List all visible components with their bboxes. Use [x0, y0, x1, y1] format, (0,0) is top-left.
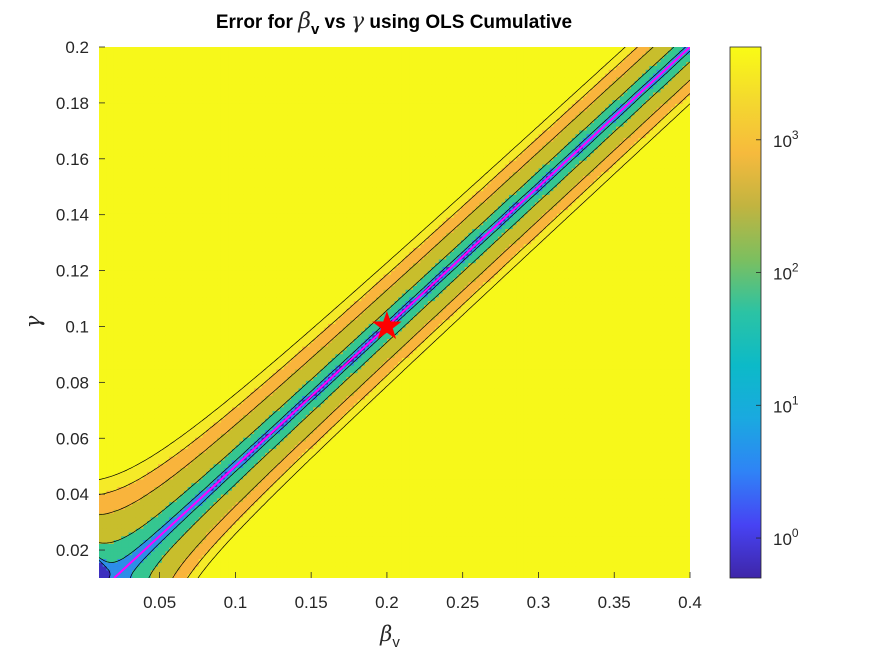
x-tick-label: 0.2 [375, 593, 399, 612]
x-tick-label: 0.4 [678, 593, 702, 612]
y-tick-label: 0.02 [56, 541, 89, 560]
colorbar: 100 101 102 103 [729, 46, 799, 579]
contour-line-4 [99, 47, 690, 578]
reference-line [113, 47, 690, 578]
contour-fill [99, 47, 690, 578]
plot-area [99, 47, 690, 578]
x-tick-label: 0.25 [446, 593, 479, 612]
y-axis: 0.02 0.04 0.06 0.08 0.1 0.12 0.14 0.16 0.18 0.2 [56, 38, 105, 560]
colorbar-tick-label: 100 [773, 526, 799, 549]
y-tick-label: 0.14 [56, 206, 89, 225]
y-tick-label: 0.08 [56, 373, 89, 392]
x-axis-label: βv [379, 622, 400, 651]
x-tick-label: 0.05 [143, 593, 176, 612]
x-tick-label: 0.15 [295, 593, 328, 612]
x-tick-label: 0.35 [598, 593, 631, 612]
minimum-star-marker [372, 310, 402, 340]
contour-line-5 [99, 47, 690, 578]
y-tick-label: 0.2 [65, 38, 89, 57]
y-tick-label: 0.16 [56, 150, 89, 169]
contour-line-2 [99, 47, 690, 578]
y-tick-label: 0.1 [65, 317, 89, 336]
colorbar-tick-label: 102 [773, 261, 799, 284]
contour-line-3 [99, 47, 690, 578]
colorbar-tick-label: 103 [773, 128, 799, 151]
y-tick-label: 0.04 [56, 485, 89, 504]
y-tick-label: 0.12 [56, 262, 89, 281]
y-tick-label: 0.06 [56, 429, 89, 448]
x-tick-label: 0.1 [224, 593, 248, 612]
colorbar-scale [729, 46, 762, 579]
chart-title: Error for βv vs γ using OLS Cumulative [216, 9, 572, 38]
y-axis-label: γ [21, 315, 45, 328]
y-tick-label: 0.18 [56, 94, 89, 113]
x-tick-label: 0.3 [527, 593, 551, 612]
x-axis: 0.05 0.1 0.15 0.2 0.25 0.3 0.35 0.4 [143, 572, 702, 612]
contour-line-1 [99, 47, 690, 578]
colorbar-tick-label: 101 [773, 393, 799, 416]
